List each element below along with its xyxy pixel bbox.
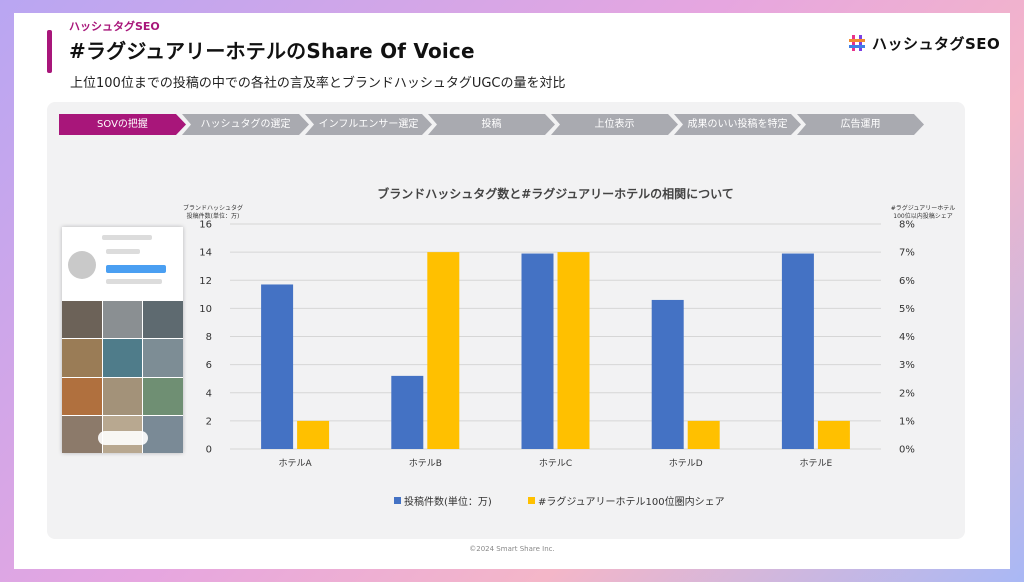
y-right-tick-label: 4% [899,332,915,343]
instagram-screenshot-image [62,227,183,453]
photo-grid [62,301,183,453]
brand-logo: ハッシュタグSEO [848,32,1000,54]
profile-bio-blur [106,279,162,284]
x-tick-label: ホテルD [669,458,703,469]
right-axis-caption: #ラグジュアリーホテル 100位以内投稿シェア [885,205,961,221]
legend-label-posts: 投稿件数(単位：万) [404,495,492,508]
left-axis-caption: ブランドハッシュタグ 投稿件数(単位：万) [175,205,251,221]
y-right-tick-label: 2% [899,388,915,399]
hashtag-logo-icon [849,35,865,51]
profile-stat-blur [106,249,140,254]
step-5: 上位表示 [551,114,678,135]
overlay-pill [98,431,148,445]
y-left-tick-label: 0 [206,445,212,456]
step-1: SOVの把握 [59,114,186,135]
follow-button-image [106,265,166,273]
step-4: 投稿 [428,114,555,135]
bar-chart: ブランドハッシュタグ数と#ラグジュアリーホテルの相関について 0 2 4 6 8 10 12 1… [199,186,915,508]
bar-posts-4 [651,299,684,449]
page-subtitle: 上位100位までの投稿の中での各社の言及率とブランドハッシュタグUGCの量を対比 [70,76,566,91]
x-tick-label: ホテルA [279,458,313,469]
right-axis-caption-line1: #ラグジュアリーホテル [890,205,956,212]
copyright-footer: ©2024 Smart Share Inc. [469,545,555,553]
logo-text: ハッシュタグSEO [872,34,1001,53]
step-2: ハッシュタグの選定 [182,114,309,135]
bar-posts-1 [261,284,294,449]
left-axis-caption-line1: ブランドハッシュタグ [182,205,243,212]
y-right-tick-label: 6% [899,276,915,287]
y-right-tick-label: 5% [899,304,915,315]
y-left-tick-label: 6 [206,360,212,371]
legend-label-share: #ラグジュアリーホテル100位圏内シェア [538,495,725,508]
y-left-tick-label: 2 [206,416,212,427]
x-tick-label: ホテルB [409,458,442,469]
bar-posts-5 [781,253,814,449]
y-right-tick-label: 3% [899,360,915,371]
content-panel: SOVの把握 ハッシュタグの選定 インフルエンサー選定 投稿 上位表示 成果のいい投稿を特… [47,102,965,539]
profile-name-blur [102,235,152,240]
chart-title: ブランドハッシュタグ数と#ラグジュアリーホテルの相関について [377,186,734,201]
avatar [68,251,96,279]
bar-posts-3 [521,253,554,449]
bar-share-2 [427,252,460,449]
x-tick-label: ホテルC [539,458,572,469]
legend-swatch-share [528,497,535,504]
y-right-tick-label: 7% [899,248,915,259]
right-axis-caption-line2: 100位以内投稿シェア [893,213,953,220]
y-right-tick-label: 0% [899,445,915,456]
bar-share-5 [817,420,850,449]
slide: ハッシュタグSEO #ラグジュアリーホテルのShare Of Voice 上位1… [14,13,1010,569]
profile-header [62,227,183,299]
title-accent-bar [47,30,52,73]
y-left-tick-label: 14 [199,248,212,259]
step-3: インフルエンサー選定 [305,114,432,135]
y-left-tick-label: 16 [199,220,212,231]
y-left-tick-label: 10 [199,304,212,315]
y-left-tick-label: 12 [199,276,212,287]
process-steps: SOVの把握 ハッシュタグの選定 インフルエンサー選定 投稿 上位表示 成果のいい投稿を特… [59,114,920,135]
legend-swatch-posts [394,497,401,504]
bar-share-3 [557,252,590,449]
y-right-tick-label: 1% [899,416,915,427]
y-right-tick-label: 8% [899,220,915,231]
bar-share-4 [687,420,720,449]
kicker-label: ハッシュタグSEO [69,20,160,33]
x-tick-label: ホテルE [800,458,833,469]
page-title: #ラグジュアリーホテルのShare Of Voice [69,39,475,63]
step-7: 広告運用 [797,114,924,135]
bar-share-1 [297,420,330,449]
y-left-tick-label: 4 [206,388,212,399]
y-left-tick-label: 8 [206,332,212,343]
step-6: 成果のいい投稿を特定 [674,114,801,135]
bar-posts-2 [391,375,424,449]
left-axis-caption-line2: 投稿件数(単位：万) [186,213,240,220]
